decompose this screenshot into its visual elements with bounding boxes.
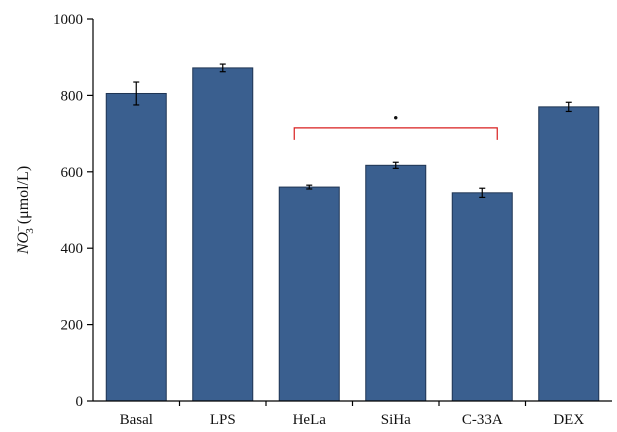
y-tick-label: 800 [61,88,84,104]
y-tick-label: 600 [61,165,84,181]
x-tick-label: DEX [553,412,584,428]
ylabel-sub: 3 [24,228,36,234]
significance-marker: • [393,111,398,127]
bar-hela [278,186,340,402]
x-tick-label: C-33A [462,412,503,428]
bar-c-33a [451,192,513,402]
ylabel-sup: − [13,226,25,232]
y-axis-label: NO−3 (μmol/L) [13,166,36,255]
ylabel-prefix: NO [15,231,32,255]
error-bars [133,63,572,198]
x-tick-label: SiHa [381,412,411,428]
y-tick-label: 0 [76,394,84,410]
ylabel-unit: (μmol/L) [15,166,32,228]
y-tick-label: 400 [61,241,84,257]
bar-lps [192,67,254,402]
y-tick-label: 200 [61,318,84,334]
significance-bracket: • [293,111,498,140]
x-tick-label: LPS [210,412,236,428]
x-tick-label: HeLa [293,412,327,428]
bar-siha [365,164,427,402]
y-axis: 0 200 400 600 800 1000 [53,12,94,410]
x-tick-label: Basal [120,412,153,428]
x-axis: Basal LPS HeLa SiHa C-33A DEX [93,400,612,428]
bar-basal [105,92,167,402]
significance-bracket-line [293,127,498,140]
y-tick-label: 1000 [53,12,83,28]
bar-dex [538,106,600,402]
bars [105,67,600,402]
